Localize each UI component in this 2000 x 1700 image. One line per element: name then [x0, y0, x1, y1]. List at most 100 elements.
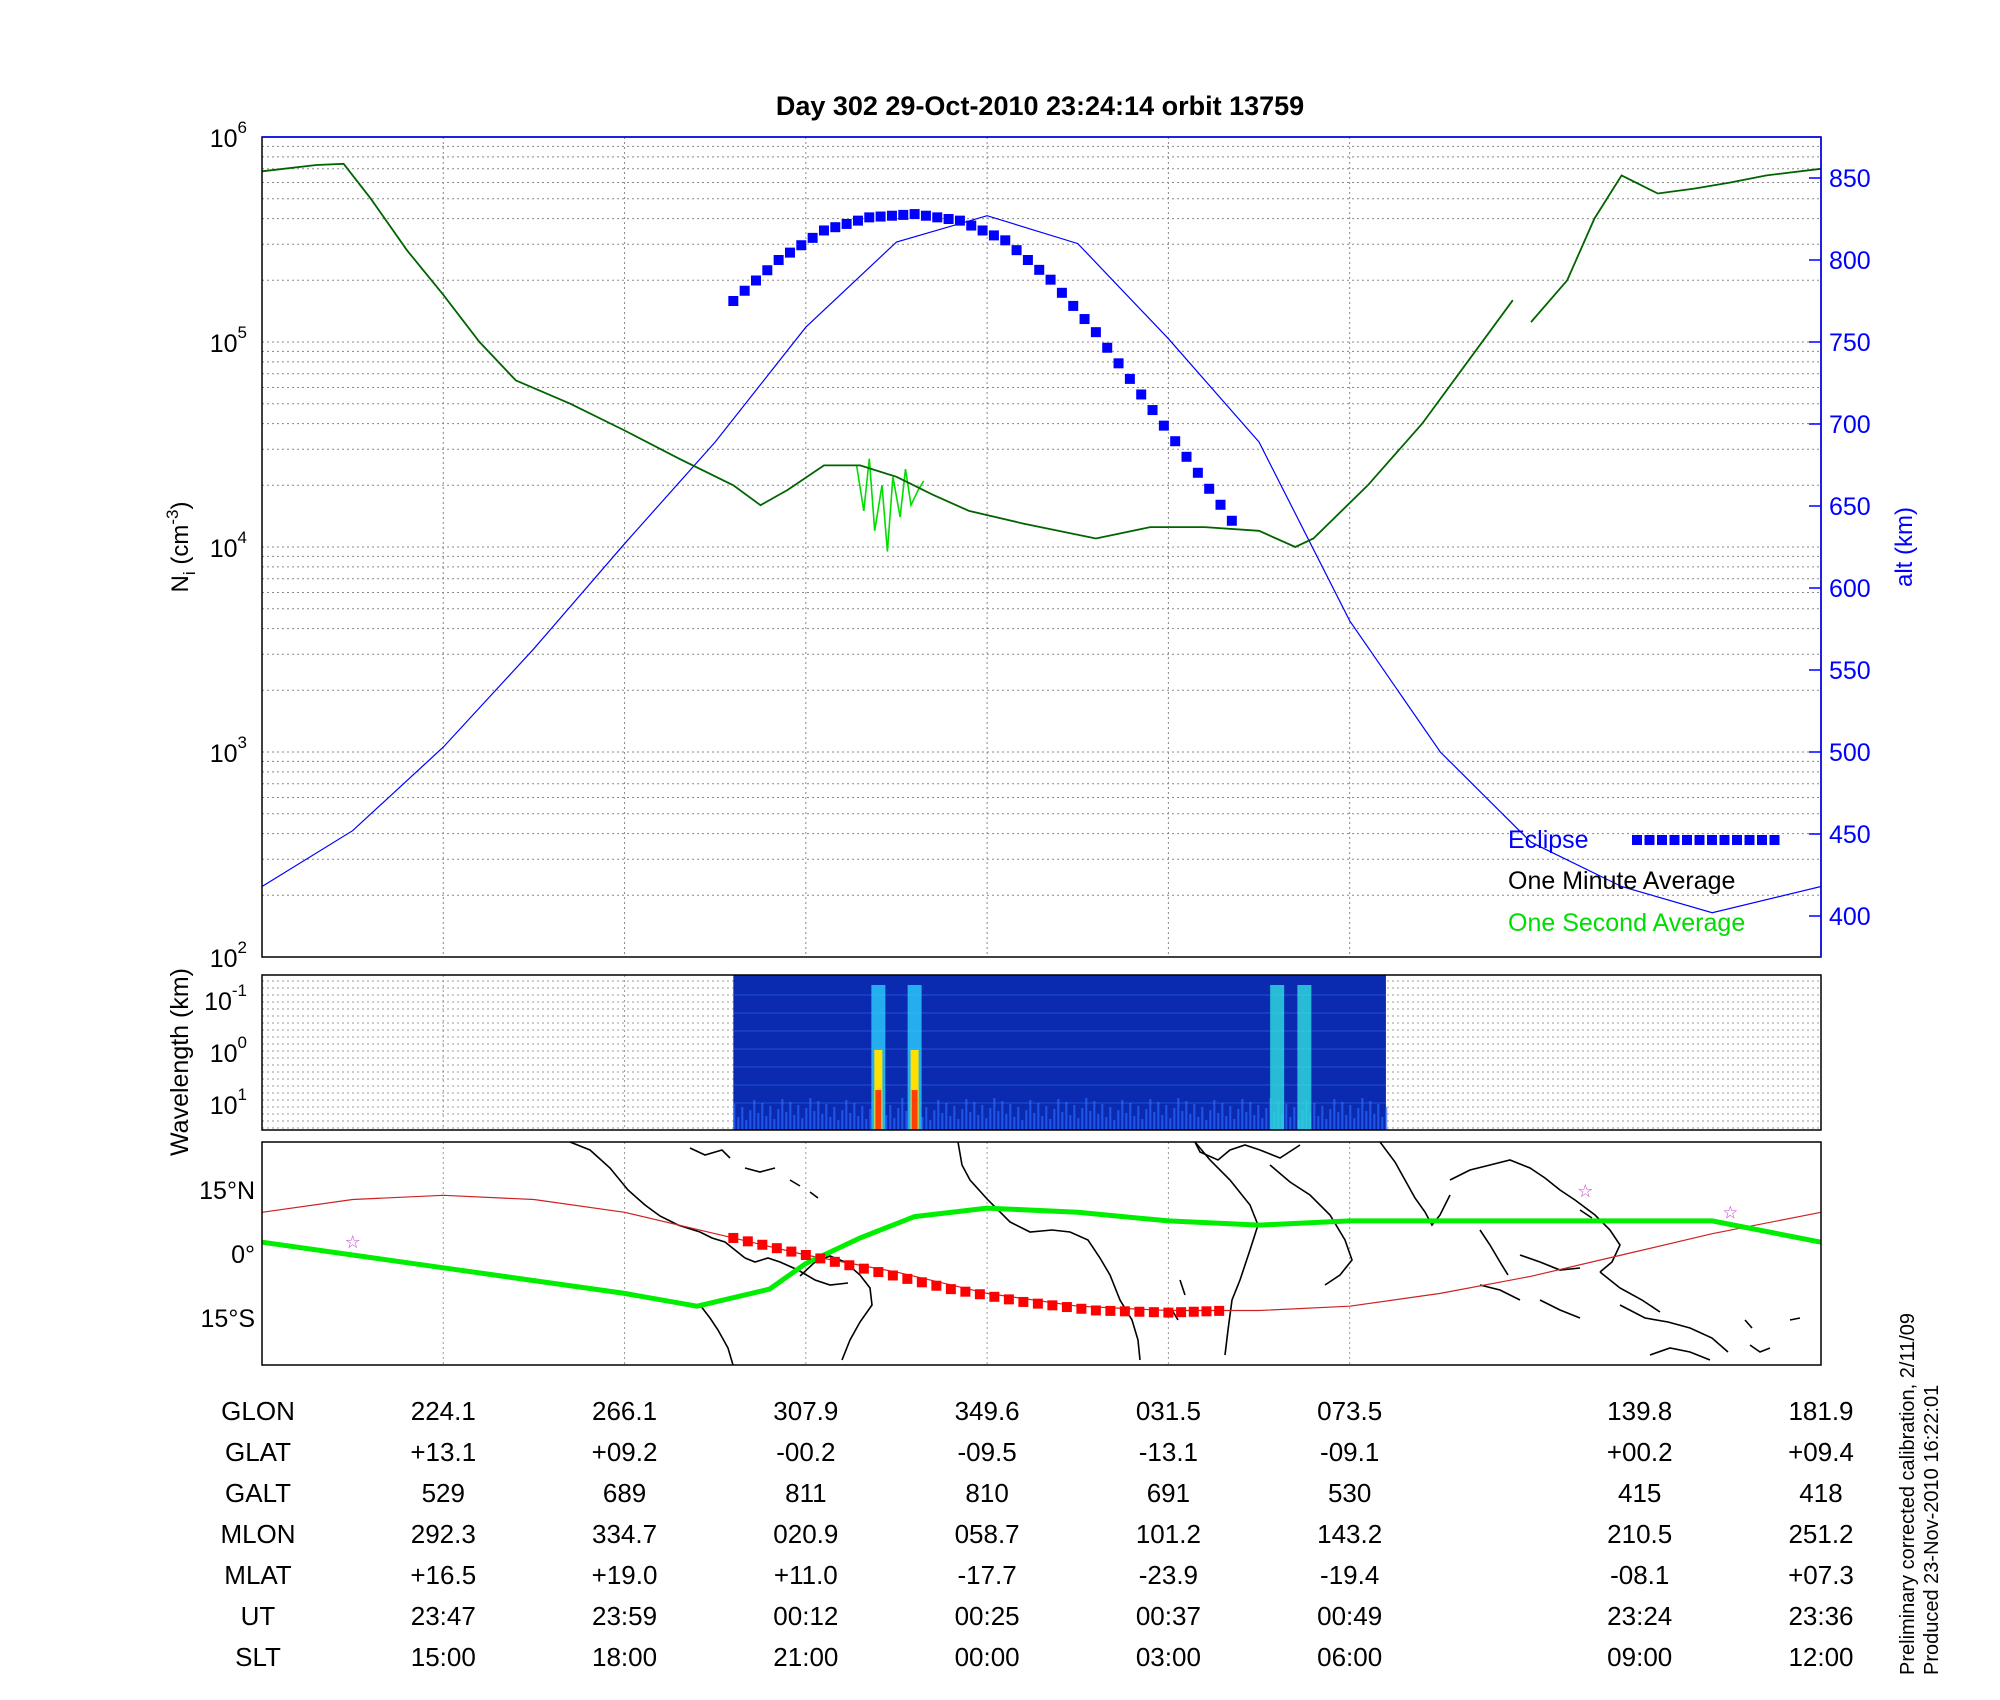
- eclipse-marker: [1181, 451, 1192, 462]
- heatmap-streak: [1165, 1104, 1168, 1130]
- table-row-label: SLT: [235, 1642, 281, 1672]
- heatmap-streak: [773, 1118, 776, 1130]
- wavelength-y-ticks: 10-1 100 101: [204, 981, 247, 1120]
- heatmap-streak: [941, 1112, 944, 1130]
- footnote-line1: Preliminary corrected calibration, 2/11/…: [1897, 1313, 1919, 1675]
- heatmap-streak: [1237, 1108, 1240, 1130]
- table-cell: 031.5: [1136, 1396, 1201, 1426]
- map-panel: ☆ ☆ ☆ 15°N 0° 15°S: [199, 1141, 1822, 1366]
- star-marker: ☆: [1722, 1202, 1738, 1223]
- heatmap-streak: [1385, 1106, 1388, 1130]
- alt-tick-label: 400: [1829, 903, 1871, 931]
- heatmap-streak: [1049, 1118, 1052, 1130]
- heatmap-streak: [857, 1115, 860, 1130]
- wavelength-tick-label: 101: [210, 1085, 247, 1120]
- legend-eclipse-square: [1744, 835, 1755, 845]
- heatmap-streak: [1069, 1114, 1072, 1130]
- heatmap-streak: [797, 1104, 800, 1130]
- eclipse-marker: [1000, 235, 1011, 246]
- eclipse-marker: [1022, 255, 1033, 265]
- table-cell: 529: [422, 1478, 465, 1508]
- heatmap-streak: [829, 1116, 832, 1130]
- magnetic-equator-line: [261, 1194, 1822, 1312]
- wavelength-heatmap: [733, 975, 1388, 1130]
- map-frame: [261, 1141, 1822, 1366]
- eclipse-marker: [739, 285, 750, 296]
- coast-central-america: [744, 1257, 849, 1286]
- table-cell: 334.7: [592, 1519, 657, 1549]
- eclipse-marker: [796, 240, 807, 251]
- table-cell: +09.4: [1788, 1437, 1854, 1467]
- map-eclipse-marker: [1032, 1298, 1043, 1309]
- coast-southeast-asia: [1479, 1229, 1661, 1313]
- heatmap-hotspot: [1297, 985, 1312, 1130]
- one-second-line: [855, 458, 925, 552]
- map-eclipse-marker: [1148, 1307, 1159, 1318]
- table-cell: 23:24: [1607, 1601, 1672, 1631]
- heatmap-streak: [933, 1109, 936, 1130]
- map-tick-0: 0°: [231, 1241, 255, 1269]
- table-cell: +00.2: [1607, 1437, 1673, 1467]
- legend-eclipse-square: [1644, 835, 1655, 845]
- heatmap-streak: [1185, 1100, 1188, 1130]
- eclipse-marker: [762, 265, 773, 276]
- heatmap-streak: [1153, 1111, 1156, 1130]
- density-y-label-sup: -3: [163, 510, 182, 525]
- eclipse-marker: [1124, 373, 1135, 384]
- heatmap-streak: [1345, 1114, 1348, 1130]
- heatmap-streak: [1029, 1099, 1032, 1130]
- map-eclipse-marker: [902, 1273, 913, 1284]
- density-y-label-unit: (cm: [167, 525, 194, 572]
- heatmap-streak: [1293, 1106, 1296, 1130]
- coast-africa-east: [1194, 1141, 1259, 1356]
- map-eclipse-marker: [757, 1239, 768, 1250]
- alt-y-ticks: 400 450 500 550 600 650 700 750 800 850: [1809, 165, 1871, 931]
- heatmap-streak: [1209, 1109, 1212, 1130]
- heatmap-streak: [1261, 1117, 1264, 1130]
- eclipse-marker: [1079, 314, 1090, 325]
- heatmap-streak: [1337, 1111, 1340, 1130]
- heatmap-streak: [1013, 1116, 1016, 1130]
- table-cell: 224.1: [411, 1396, 476, 1426]
- legend-eclipse-square: [1694, 835, 1705, 845]
- density-series: [261, 162, 1822, 914]
- eclipse-marker: [920, 210, 931, 221]
- eclipse-marker: [943, 214, 954, 224]
- table-cell: +16.5: [410, 1560, 476, 1590]
- heatmap-streak: [781, 1098, 784, 1130]
- density-y-label-sub: i: [180, 571, 199, 575]
- heatmap-streak: [1169, 1117, 1172, 1130]
- alt-tick-label: 700: [1829, 411, 1871, 439]
- table-cell: 00:25: [955, 1601, 1020, 1631]
- heatmap-streak: [1373, 1113, 1376, 1130]
- density-y-ticks: 102 103 104 105 106: [210, 118, 247, 973]
- density-tick-label: 102: [210, 938, 247, 973]
- heatmap-streak: [1257, 1104, 1260, 1130]
- heatmap-streak: [809, 1097, 812, 1130]
- heatmap-streak: [997, 1110, 1000, 1130]
- heatmap-streak: [1113, 1119, 1116, 1130]
- heatmap-streak: [1285, 1103, 1288, 1130]
- table-cell: 101.2: [1136, 1519, 1201, 1549]
- heatmap-streak: [973, 1101, 976, 1130]
- heatmap-streak: [981, 1104, 984, 1130]
- map-tick-15s: 15°S: [201, 1305, 255, 1333]
- heatmap-streak: [945, 1102, 948, 1130]
- heatmap-streak: [785, 1111, 788, 1130]
- eclipse-marker: [1192, 467, 1203, 478]
- eclipse-marker: [818, 225, 829, 236]
- eclipse-marker: [1056, 287, 1067, 298]
- eclipse-marker: [1113, 358, 1124, 369]
- heatmap-streak: [1085, 1097, 1088, 1130]
- heatmap-streak: [769, 1105, 772, 1130]
- heatmap-streak: [801, 1117, 804, 1130]
- table-cell: 691: [1147, 1478, 1190, 1508]
- heatmap-streak: [1197, 1116, 1200, 1130]
- heatmap-streak: [1213, 1099, 1216, 1130]
- heatmap-streak: [1225, 1115, 1228, 1130]
- table-cell: 251.2: [1788, 1519, 1853, 1549]
- eclipse-marker: [1215, 499, 1226, 510]
- legend-one-second: One Second Average: [1508, 909, 1745, 937]
- heatmap-streak: [1361, 1097, 1364, 1130]
- eclipse-marker: [898, 209, 909, 220]
